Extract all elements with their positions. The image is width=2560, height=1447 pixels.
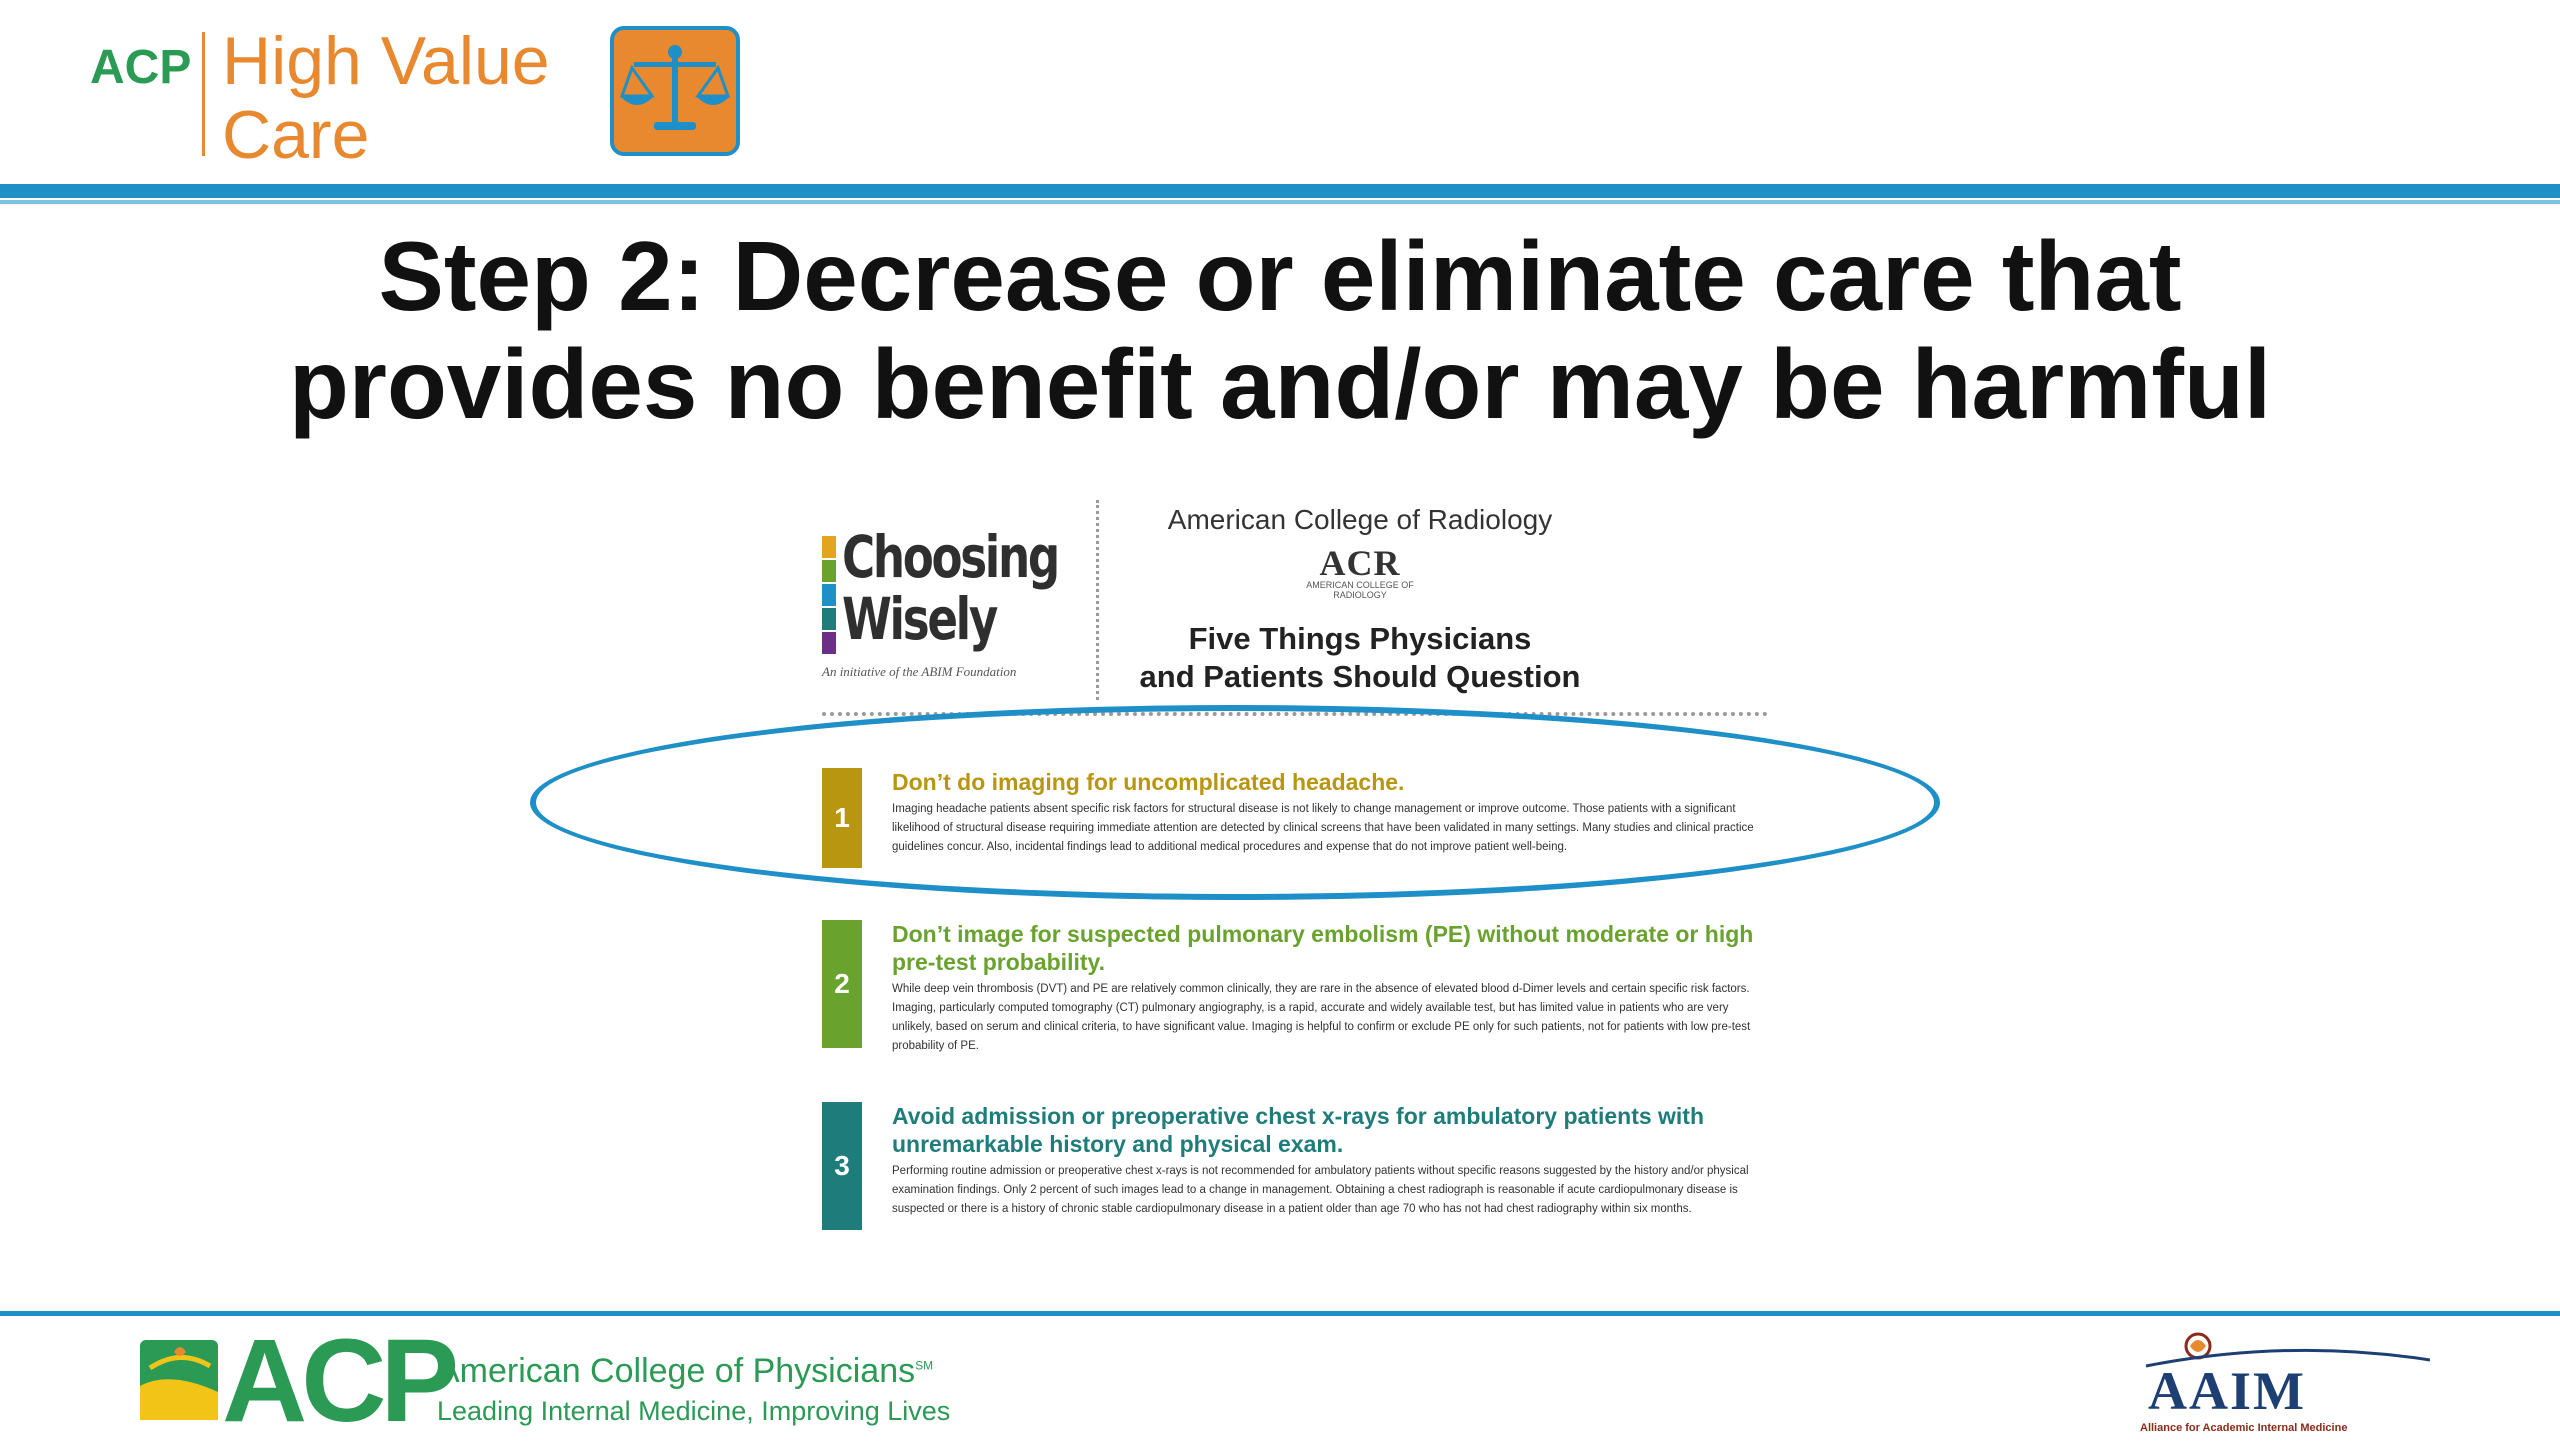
acr-logo: ACR AMERICAN COLLEGE OF RADIOLOGY	[1305, 543, 1415, 606]
vertical-dotted-divider	[1096, 500, 1099, 700]
high-value-care-logo: High Value Care	[222, 24, 550, 172]
footer-rule	[0, 1311, 2560, 1316]
acp-full-name-text: American College of Physicians	[437, 1352, 916, 1390]
aaim-swoosh-icon	[2145, 1332, 2430, 1368]
choosing-wisely-color-bars	[822, 536, 836, 656]
title-line-2: provides no benefit and/or may be harmfu…	[288, 329, 2272, 439]
brand-line-2: Care	[222, 97, 370, 173]
acp-full-name: American College of PhysiciansSM	[437, 1352, 933, 1391]
list-item: 2 Don’t image for suspected pulmonary em…	[822, 920, 1782, 1052]
five-things-line-1: Five Things Physicians	[1188, 621, 1532, 656]
aaim-wordmark: AAIM	[2148, 1361, 2306, 1421]
acp-short-logo: ACP	[90, 41, 192, 94]
five-things-line-2: and Patients Should Question	[1139, 659, 1581, 694]
item-body: Performing routine admission or preopera…	[892, 1165, 1749, 1215]
acp-tagline: Leading Internal Medicine, Improving Liv…	[437, 1396, 951, 1426]
choosing-wisely-tagline: An initiative of the ABIM Foundation	[822, 664, 1017, 679]
item-number-badge: 2	[822, 920, 862, 1048]
list-item: 3 Avoid admission or preoperative chest …	[822, 1102, 1782, 1232]
header-rule-light	[0, 200, 2560, 204]
acr-logo-subtext: AMERICAN COLLEGE OF RADIOLOGY	[1306, 580, 1414, 600]
balance-scale-icon	[610, 26, 740, 156]
item-number-badge: 3	[822, 1102, 862, 1230]
choosing-wisely-logo: Choosing Wisely An initiative of the ABI…	[822, 526, 1062, 686]
header-rule	[0, 184, 2560, 198]
item-heading: Don’t image for suspected pulmonary embo…	[892, 921, 1754, 975]
acr-logo-text: ACR	[1319, 543, 1401, 583]
item-body: While deep vein thrombosis (DVT) and PE …	[892, 983, 1751, 1052]
highlight-oval	[530, 705, 1940, 900]
acp-wordmark: ACP	[222, 1315, 459, 1447]
acp-emblem-icon	[140, 1340, 218, 1420]
cw-line-1: Choosing	[842, 523, 1060, 591]
five-things-heading: Five Things Physicians and Patients Shou…	[1130, 620, 1590, 696]
slide-header: ACP High Value Care	[0, 0, 2560, 186]
service-mark: SM	[915, 1358, 934, 1373]
item-heading: Avoid admission or preoperative chest x-…	[892, 1103, 1705, 1157]
choosing-wisely-wordmark: Choosing Wisely	[842, 523, 1060, 653]
acr-organization-name: American College of Radiology	[1167, 504, 1553, 535]
title-line-1: Step 2: Decrease or eliminate care that	[378, 221, 2182, 331]
brand-line-1: High Value	[222, 23, 550, 99]
aaim-full-name: Alliance for Academic Internal Medicine	[2140, 1422, 2348, 1434]
aaim-logo: AAIM Alliance for Academic Internal Medi…	[2140, 1330, 2430, 1434]
header-divider	[202, 32, 205, 156]
slide-title: Step 2: Decrease or eliminate care that …	[0, 222, 2560, 438]
cw-line-2: Wisely	[842, 585, 998, 653]
